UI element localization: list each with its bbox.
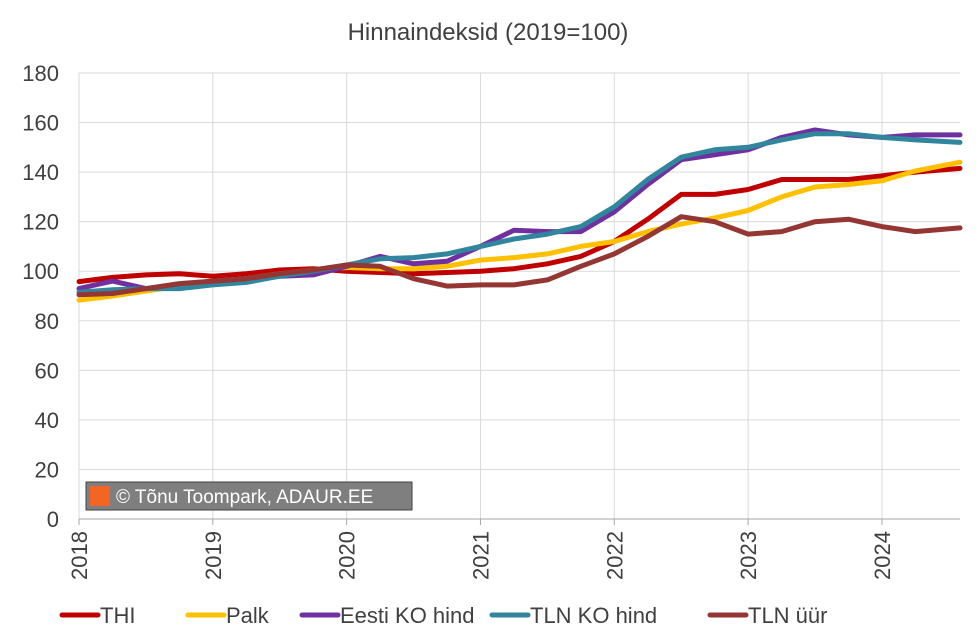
y-tick-label: 140 (22, 160, 59, 185)
series-line-tln-ko-hind (76, 131, 963, 295)
legend-label: TLN KO hind (530, 603, 657, 628)
y-tick-label: 160 (22, 111, 59, 136)
chart-title: Hinnaindeksid (2019=100) (348, 19, 629, 46)
y-tick-label: 180 (22, 61, 59, 86)
x-tick-label: 2023 (736, 531, 761, 580)
y-axis: 0 20 40 60 80 100 120 140 160 180 (22, 61, 59, 532)
y-tick-label: 40 (35, 408, 59, 433)
legend-label: Palk (226, 603, 270, 628)
series-line-tln-r (76, 214, 963, 298)
y-tick-label: 120 (22, 210, 59, 235)
x-tick-label: 2022 (602, 531, 627, 580)
y-tick-label: 80 (35, 309, 59, 334)
y-tick-label: 0 (47, 507, 59, 532)
x-axis: 2018 2019 2020 2021 2022 2023 2024 (67, 518, 960, 580)
legend-label: THI (100, 603, 135, 628)
x-tick-label: 2018 (67, 531, 92, 580)
series-lines (76, 127, 963, 303)
y-tick-label: 100 (22, 259, 59, 284)
watermark-text: © Tõnu Toompark, ADAUR.EE (116, 487, 373, 508)
x-tick-label: 2020 (335, 531, 360, 580)
legend: THI Palk Eesti KO hind TLN KO hind TLN üür (59, 603, 827, 628)
watermark-box (85, 481, 413, 511)
series-line-thi (76, 165, 963, 285)
x-tick-label: 2021 (468, 531, 493, 580)
y-tick-label: 20 (35, 457, 59, 482)
x-tick-label: 2019 (201, 531, 226, 580)
x-tick-label: 2024 (870, 531, 895, 580)
y-tick-label: 60 (35, 358, 59, 383)
copyright-badge (90, 486, 110, 506)
legend-label: Eesti KO hind (340, 603, 475, 628)
legend-label: TLN üür (748, 603, 827, 628)
copyright-watermark: © Tõnu Toompark, ADAUR.EE (85, 481, 413, 511)
